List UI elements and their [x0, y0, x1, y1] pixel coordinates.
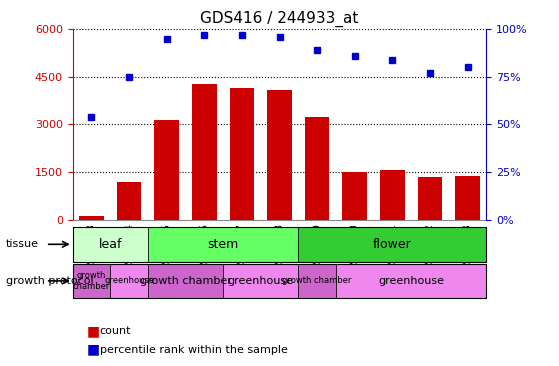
Bar: [79, 216, 104, 220]
Text: GSM9233: GSM9233: [462, 223, 472, 270]
Bar: [267, 90, 292, 220]
Text: GSM9226: GSM9226: [200, 223, 209, 270]
Bar: [380, 170, 405, 220]
Bar: [305, 116, 329, 220]
Text: GSM9223: GSM9223: [87, 223, 97, 270]
Bar: [299, 227, 486, 262]
Text: percentile rank within the sample: percentile rank within the sample: [100, 344, 287, 355]
Text: GSM9225: GSM9225: [162, 223, 172, 270]
Text: GSM9228: GSM9228: [274, 223, 285, 270]
Text: growth protocol: growth protocol: [6, 276, 93, 286]
Bar: [192, 84, 216, 220]
Text: GSM9231: GSM9231: [387, 223, 397, 270]
Text: greenhouse: greenhouse: [104, 276, 154, 285]
Text: leaf: leaf: [98, 238, 122, 251]
Bar: [73, 264, 110, 298]
Bar: [299, 264, 336, 298]
Text: count: count: [100, 326, 131, 336]
Title: GDS416 / 244933_at: GDS416 / 244933_at: [200, 10, 359, 27]
Text: greenhouse: greenhouse: [228, 276, 293, 286]
Bar: [223, 264, 299, 298]
Bar: [336, 264, 486, 298]
Bar: [343, 172, 367, 220]
Text: tissue: tissue: [6, 239, 39, 250]
Text: greenhouse: greenhouse: [378, 276, 444, 286]
Text: GSM9229: GSM9229: [312, 223, 322, 270]
Text: GSM9230: GSM9230: [350, 223, 359, 270]
Bar: [73, 227, 148, 262]
Bar: [148, 264, 223, 298]
Text: flower: flower: [373, 238, 411, 251]
Text: ■: ■: [87, 324, 100, 338]
Bar: [117, 182, 141, 220]
Text: ■: ■: [87, 343, 100, 356]
Bar: [148, 227, 299, 262]
Text: growth chamber: growth chamber: [282, 276, 352, 285]
Bar: [154, 120, 179, 220]
Text: GSM9232: GSM9232: [425, 223, 435, 270]
Bar: [110, 264, 148, 298]
Bar: [230, 88, 254, 220]
Text: GSM9224: GSM9224: [124, 223, 134, 270]
Text: growth chamber: growth chamber: [140, 276, 231, 286]
Text: stem: stem: [207, 238, 239, 251]
Bar: [455, 176, 480, 220]
Text: GSM9227: GSM9227: [237, 223, 247, 270]
Bar: [418, 178, 442, 220]
Text: growth
chamber: growth chamber: [73, 271, 110, 291]
